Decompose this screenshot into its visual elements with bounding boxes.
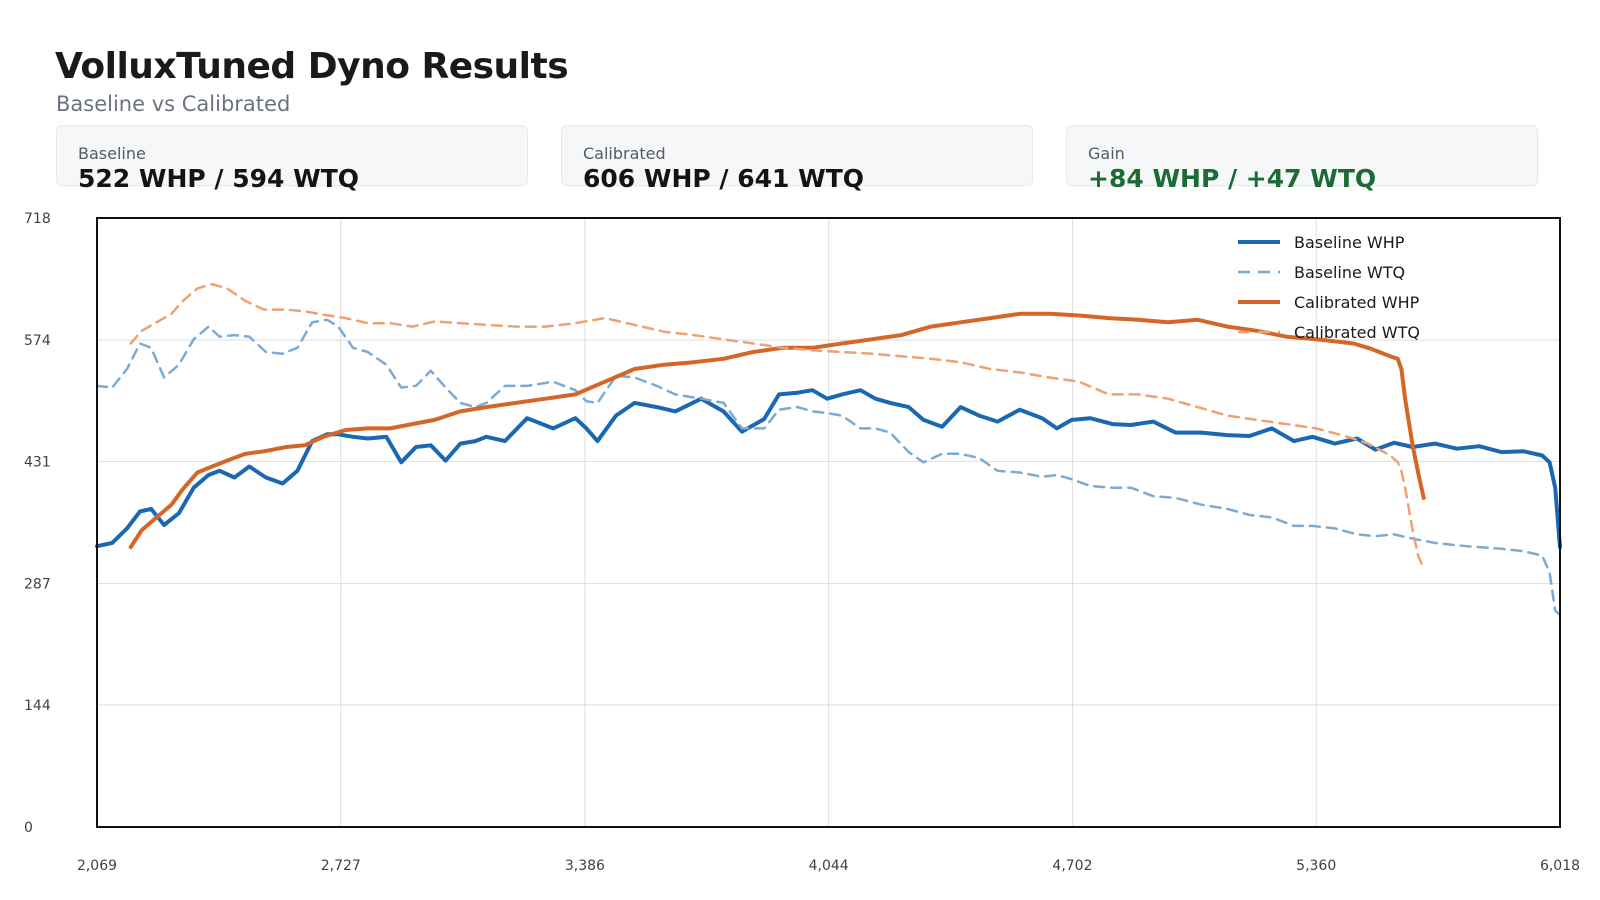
calibrated-summary-card: Calibrated 606 WHP / 641 WTQ <box>561 125 1033 193</box>
gain-card-label: Gain <box>1088 144 1125 163</box>
calibrated-card-label: Calibrated <box>583 144 666 163</box>
gain-card-value: +84 WHP / +47 WTQ <box>1088 164 1377 193</box>
page-title: VolluxTuned Dyno Results <box>55 46 569 87</box>
y-tick-label: 144 <box>24 698 51 714</box>
x-tick-label: 4,044 <box>809 858 849 874</box>
x-tick-label: 6,018 <box>1540 858 1580 874</box>
series-line-baseline-whp <box>95 388 1562 550</box>
y-tick-label: 574 <box>24 333 51 349</box>
series-line-calibrated-wtq <box>129 282 1425 570</box>
x-tick-label: 5,360 <box>1296 858 1336 874</box>
baseline-card-value: 522 WHP / 594 WTQ <box>78 164 360 193</box>
x-tick-label: 3,386 <box>565 858 605 874</box>
y-tick-label: 0 <box>24 820 33 836</box>
series-line-calibrated-whp <box>128 311 1426 550</box>
legend-label: Calibrated WHP <box>1294 293 1420 312</box>
x-tick-label: 4,702 <box>1052 858 1092 874</box>
series-layer <box>95 282 1562 617</box>
plot-frame <box>96 217 1561 828</box>
baseline-summary-card: Baseline 522 WHP / 594 WTQ <box>56 125 528 193</box>
legend-label: Baseline WTQ <box>1294 263 1405 282</box>
y-tick-label: 431 <box>24 454 51 470</box>
y-tick-label: 718 <box>24 211 51 227</box>
legend-label: Baseline WHP <box>1294 233 1405 252</box>
chart-legend: Baseline WHP Baseline WTQ Calibrated WHP Ca… <box>1238 233 1420 342</box>
baseline-card-label: Baseline <box>78 144 146 163</box>
gain-summary-card: Gain +84 WHP / +47 WTQ <box>1066 125 1538 193</box>
series-line-baseline-wtq <box>95 318 1562 617</box>
y-tick-label: 287 <box>24 577 51 593</box>
legend-label: Calibrated WTQ <box>1294 323 1420 342</box>
calibrated-card-value: 606 WHP / 641 WTQ <box>583 164 865 193</box>
page-subtitle: Baseline vs Calibrated <box>56 92 291 116</box>
x-tick-label: 2,727 <box>321 858 361 874</box>
x-tick-label: 2,069 <box>77 858 117 874</box>
axis-layer: 0 144 287 431 574 718 2,069 2,727 3,386 4,044 4,70… <box>24 211 1580 874</box>
